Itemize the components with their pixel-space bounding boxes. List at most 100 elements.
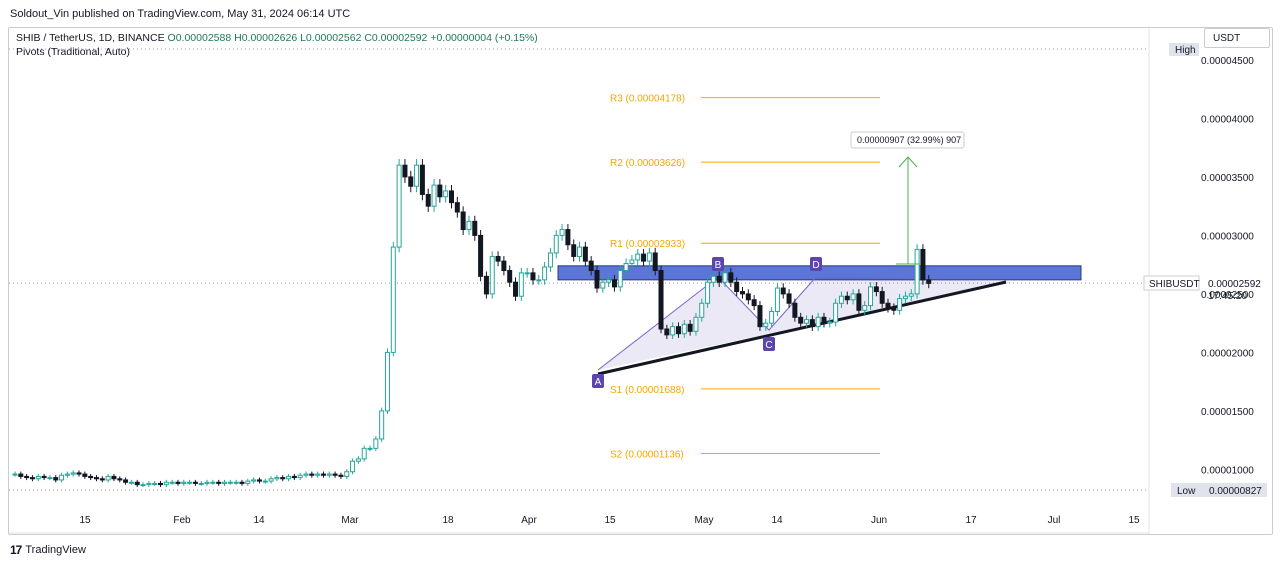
candle — [716, 271, 722, 288]
candle-body — [379, 410, 385, 440]
candle — [891, 303, 897, 315]
candle-body — [664, 328, 670, 336]
candle — [309, 471, 315, 478]
candle-body — [431, 184, 437, 207]
point-label: C — [765, 340, 772, 351]
point-label: A — [595, 377, 602, 388]
candle — [530, 267, 536, 285]
candle — [757, 301, 763, 331]
candle — [24, 473, 30, 481]
candle-body — [140, 484, 146, 487]
candle-body — [710, 275, 716, 283]
point-label-box — [592, 374, 604, 388]
candle-body — [274, 477, 280, 480]
candle — [12, 471, 18, 477]
candle-body — [408, 176, 414, 187]
candle — [402, 158, 408, 183]
candle — [431, 179, 437, 212]
candle-body — [309, 473, 315, 476]
candle — [664, 324, 670, 340]
x-tick-label: 14 — [771, 515, 783, 526]
candle — [280, 475, 286, 482]
candle — [553, 230, 559, 259]
candle — [705, 277, 711, 308]
candle — [571, 239, 577, 262]
price-chart[interactable]: R3 (0.00004178) R2 (0.00003626) R1 (0.0000… — [9, 28, 1272, 534]
candle — [594, 265, 600, 293]
candle-body — [251, 479, 257, 482]
candle — [344, 469, 350, 479]
candle-body — [222, 481, 228, 484]
x-tick-label: 14 — [253, 515, 265, 526]
low-value: L0.00002562 — [300, 32, 362, 44]
candle — [384, 348, 390, 415]
candle — [47, 475, 53, 481]
candle-body — [920, 248, 926, 281]
low-value: 0.00000827 — [1209, 486, 1262, 497]
candle-body — [123, 479, 129, 483]
pivot-label: R2 (0.00003626) — [610, 158, 685, 169]
candle — [315, 471, 321, 478]
candle — [920, 244, 926, 285]
candle-body — [769, 310, 775, 324]
candle-body — [175, 481, 181, 484]
candle-body — [792, 302, 798, 318]
candle — [222, 479, 228, 486]
candle — [408, 170, 414, 193]
candle — [105, 473, 111, 483]
indicator-legend[interactable]: Pivots (Traditional, Auto) — [16, 46, 130, 58]
candle-body — [216, 481, 222, 484]
candle-body — [158, 482, 163, 486]
candle — [123, 477, 129, 485]
candle — [577, 241, 583, 262]
candle — [181, 479, 187, 486]
chart-frame[interactable]: R3 (0.00004178) R2 (0.00003626) R1 (0.0000… — [8, 27, 1273, 535]
y-tick-label: 0.00002500 — [1201, 290, 1254, 301]
candle — [256, 477, 262, 484]
candle — [914, 244, 920, 299]
x-tick-label: 15 — [604, 515, 616, 526]
candle — [437, 179, 443, 203]
candle — [774, 283, 780, 316]
candle-body — [256, 479, 262, 482]
candle-body — [646, 252, 652, 262]
candle — [379, 407, 385, 442]
candle-body — [926, 279, 932, 284]
candle — [804, 315, 810, 328]
candle-body — [536, 279, 542, 282]
candle — [64, 471, 70, 478]
candle — [146, 481, 152, 488]
candle-body — [734, 281, 740, 293]
candle — [710, 271, 716, 288]
candle — [117, 476, 123, 483]
candle-body — [76, 472, 82, 475]
candle — [763, 318, 769, 331]
candle-body — [751, 299, 757, 307]
candle — [158, 481, 163, 488]
candle-body — [804, 319, 810, 324]
candle — [489, 251, 495, 299]
candle-body — [844, 295, 850, 301]
candle-body — [833, 302, 839, 323]
x-tick-label: 17 — [965, 515, 977, 526]
candle-body — [239, 481, 245, 484]
candle — [600, 277, 606, 293]
candle-body — [117, 478, 123, 481]
candle-body — [454, 202, 460, 213]
candle — [559, 224, 565, 241]
candle — [134, 479, 140, 488]
candle — [216, 479, 222, 486]
candle-body — [99, 478, 105, 481]
candle-body — [617, 270, 623, 288]
symbol-tag-box — [1143, 275, 1200, 291]
currency-button[interactable]: USDT — [1204, 28, 1270, 48]
candle — [390, 241, 396, 357]
candle-body — [414, 164, 420, 187]
candle — [518, 267, 524, 301]
candle — [588, 256, 594, 276]
candle — [897, 293, 903, 315]
candle — [152, 481, 158, 486]
candle-body — [798, 316, 804, 324]
candle-body — [291, 475, 297, 479]
candle-body — [513, 281, 519, 297]
